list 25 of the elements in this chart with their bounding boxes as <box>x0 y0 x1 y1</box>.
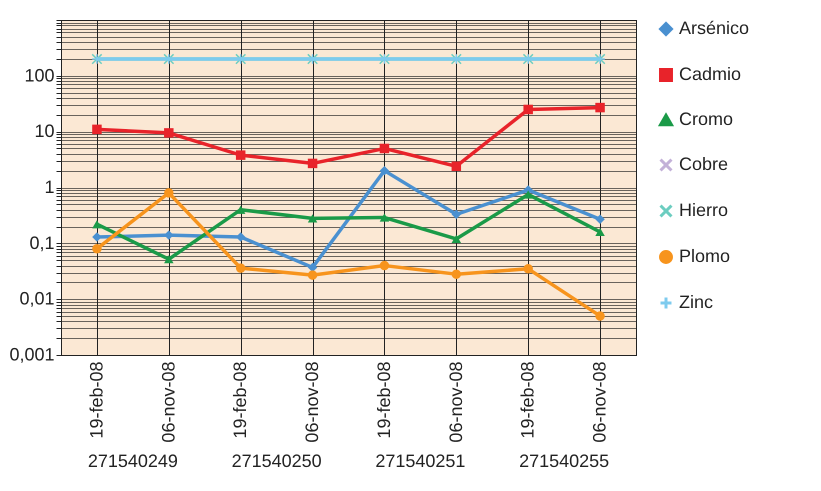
x-tick-label: 06-nov-08 <box>302 362 322 443</box>
y-tick-label: 10 <box>34 121 54 142</box>
text: 271540250 <box>232 451 322 471</box>
x-tick-label: 06-nov-08 <box>446 362 466 443</box>
x-tick-label: 19-feb-08 <box>518 362 538 439</box>
x-tick-label: 19-feb-08 <box>86 362 106 439</box>
text: 271540255 <box>519 451 610 471</box>
legend-label: Cromo <box>679 109 734 129</box>
y-tick-label: 0,01 <box>19 288 54 309</box>
legend-label: Zinc <box>679 292 714 312</box>
x-tick-label: 06-nov-08 <box>590 362 610 443</box>
x-tick-label: 19-feb-08 <box>374 362 394 439</box>
legend-label: Cadmio <box>679 64 742 84</box>
y-tick-label: 0,1 <box>29 232 54 253</box>
text: 271540249 <box>88 451 178 471</box>
legend-label: Cobre <box>679 154 728 174</box>
text: 271540251 <box>375 451 466 471</box>
y-tick-label: 100 <box>24 65 54 86</box>
x-tick-label: 19-feb-08 <box>230 362 250 439</box>
legend-label: Hierro <box>679 200 728 220</box>
y-tick-label: 0,001 <box>9 344 54 364</box>
y-tick-label: 1 <box>44 177 54 197</box>
legend-label: Plomo <box>679 246 730 266</box>
x-tick-label: 06-nov-08 <box>158 362 178 443</box>
legend-label: Arsénico <box>679 18 750 38</box>
